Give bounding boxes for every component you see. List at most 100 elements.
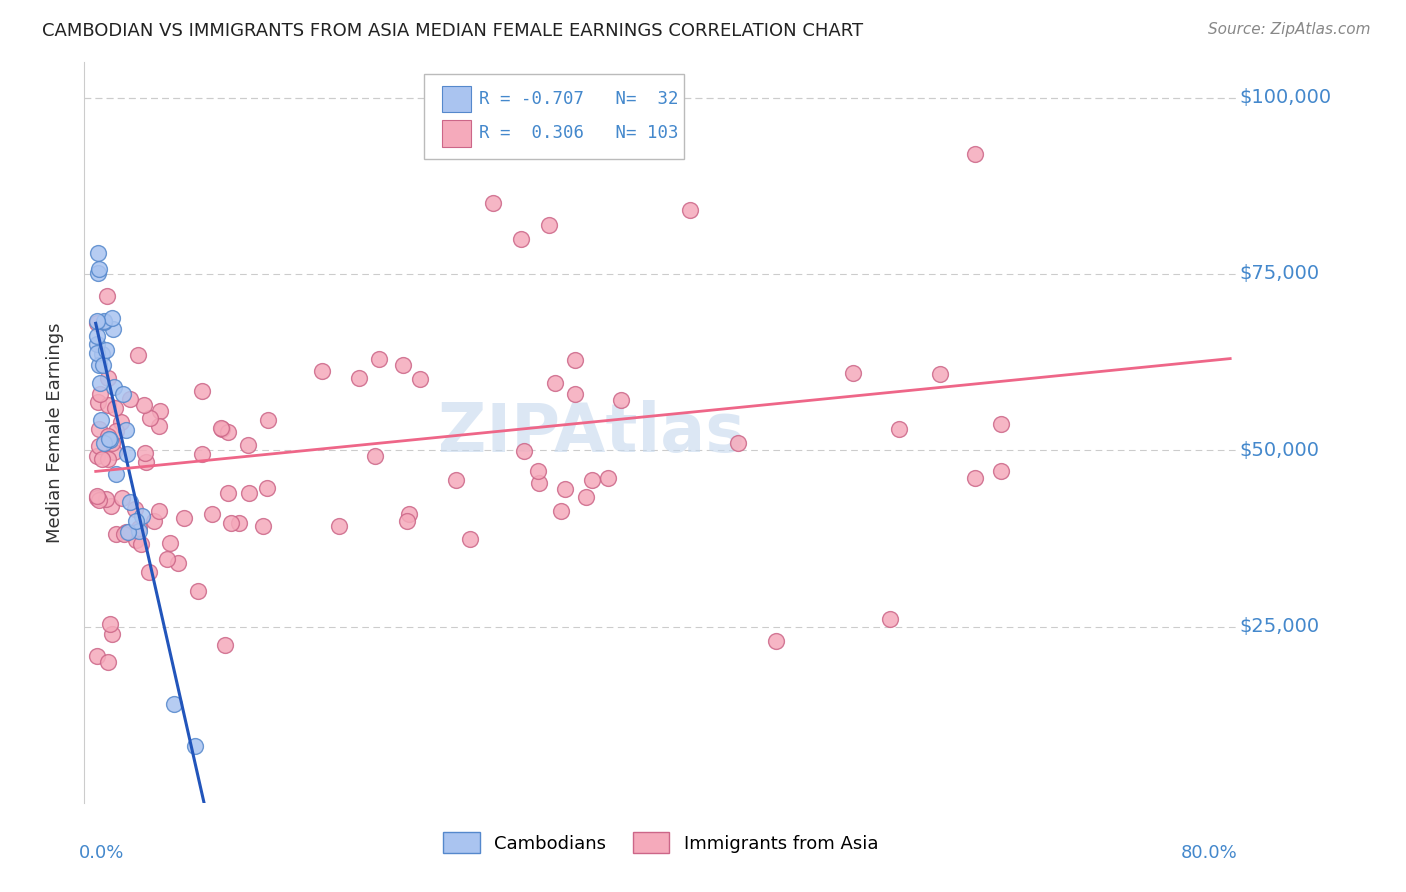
Point: [115, 447, 138, 461]
Point: [481, 196, 503, 211]
Point: [191, 384, 214, 398]
Point: [98, 616, 121, 631]
Point: [219, 516, 242, 530]
Point: [214, 638, 236, 652]
Point: [97, 429, 120, 443]
Point: [392, 359, 415, 373]
Point: [217, 425, 239, 439]
Point: [349, 371, 371, 385]
Point: [211, 422, 233, 436]
Point: [86, 329, 108, 343]
Point: [398, 507, 420, 521]
Point: [328, 519, 350, 533]
Point: [238, 486, 260, 500]
Point: [513, 444, 536, 458]
Point: [97, 452, 120, 467]
Point: [228, 516, 250, 530]
Point: [103, 380, 125, 394]
Point: [87, 395, 110, 409]
Point: [103, 445, 125, 459]
Point: [94, 343, 117, 357]
Point: [134, 398, 156, 412]
Text: R =  0.306   N= 103: R = 0.306 N= 103: [478, 124, 678, 142]
Y-axis label: Median Female Earnings: Median Female Earnings: [45, 322, 63, 543]
Point: [93, 315, 115, 329]
Point: [163, 697, 186, 711]
Text: $50,000: $50,000: [1240, 441, 1320, 459]
Point: [679, 203, 702, 218]
Point: [887, 422, 910, 436]
Point: [87, 439, 110, 453]
Point: [444, 473, 467, 487]
Point: [148, 418, 170, 433]
Point: [128, 524, 150, 539]
Point: [252, 519, 274, 533]
Text: ZIPAtlas: ZIPAtlas: [439, 400, 745, 466]
Point: [105, 424, 128, 438]
Point: [101, 436, 124, 450]
Point: [256, 413, 278, 427]
Point: [97, 655, 120, 669]
Point: [544, 376, 567, 391]
Point: [89, 359, 111, 373]
Point: [727, 436, 749, 450]
Point: [156, 552, 179, 566]
Point: [87, 266, 110, 280]
Point: [149, 404, 172, 418]
Point: [128, 521, 150, 535]
Point: [458, 532, 481, 546]
Point: [100, 500, 122, 514]
Point: [86, 316, 108, 330]
Point: [409, 372, 432, 386]
Point: [87, 245, 110, 260]
Point: [598, 470, 620, 484]
Point: [990, 464, 1012, 478]
Point: [929, 368, 952, 382]
Point: [211, 421, 233, 435]
Point: [143, 514, 166, 528]
Point: [86, 337, 108, 351]
Point: [564, 387, 586, 401]
Point: [134, 446, 156, 460]
Point: [98, 433, 121, 447]
Point: [101, 627, 124, 641]
Point: [187, 584, 209, 599]
Point: [879, 612, 901, 626]
Point: [104, 527, 127, 541]
Text: $75,000: $75,000: [1240, 264, 1320, 284]
Point: [97, 398, 120, 412]
Point: [111, 491, 134, 505]
Text: $25,000: $25,000: [1240, 617, 1320, 636]
Text: $100,000: $100,000: [1240, 88, 1331, 107]
Point: [963, 147, 986, 161]
Point: [217, 486, 239, 500]
Point: [138, 565, 160, 579]
Point: [236, 438, 259, 452]
FancyBboxPatch shape: [425, 73, 683, 159]
Point: [89, 376, 111, 390]
Point: [575, 491, 598, 505]
Point: [510, 232, 533, 246]
Point: [610, 392, 633, 407]
Point: [554, 482, 576, 496]
FancyBboxPatch shape: [441, 86, 471, 112]
Point: [842, 366, 865, 380]
Point: [87, 261, 110, 276]
Point: [117, 524, 139, 539]
Point: [93, 436, 115, 450]
Point: [118, 495, 141, 509]
Point: [86, 346, 108, 360]
Point: [93, 314, 115, 328]
Point: [111, 386, 134, 401]
Point: [765, 633, 787, 648]
Point: [256, 482, 278, 496]
Point: [127, 348, 149, 362]
Point: [103, 401, 125, 416]
Point: [167, 557, 190, 571]
Point: [125, 514, 148, 528]
Point: [368, 352, 391, 367]
Point: [129, 537, 152, 551]
Point: [86, 491, 108, 505]
Point: [87, 493, 110, 508]
Point: [101, 321, 124, 335]
